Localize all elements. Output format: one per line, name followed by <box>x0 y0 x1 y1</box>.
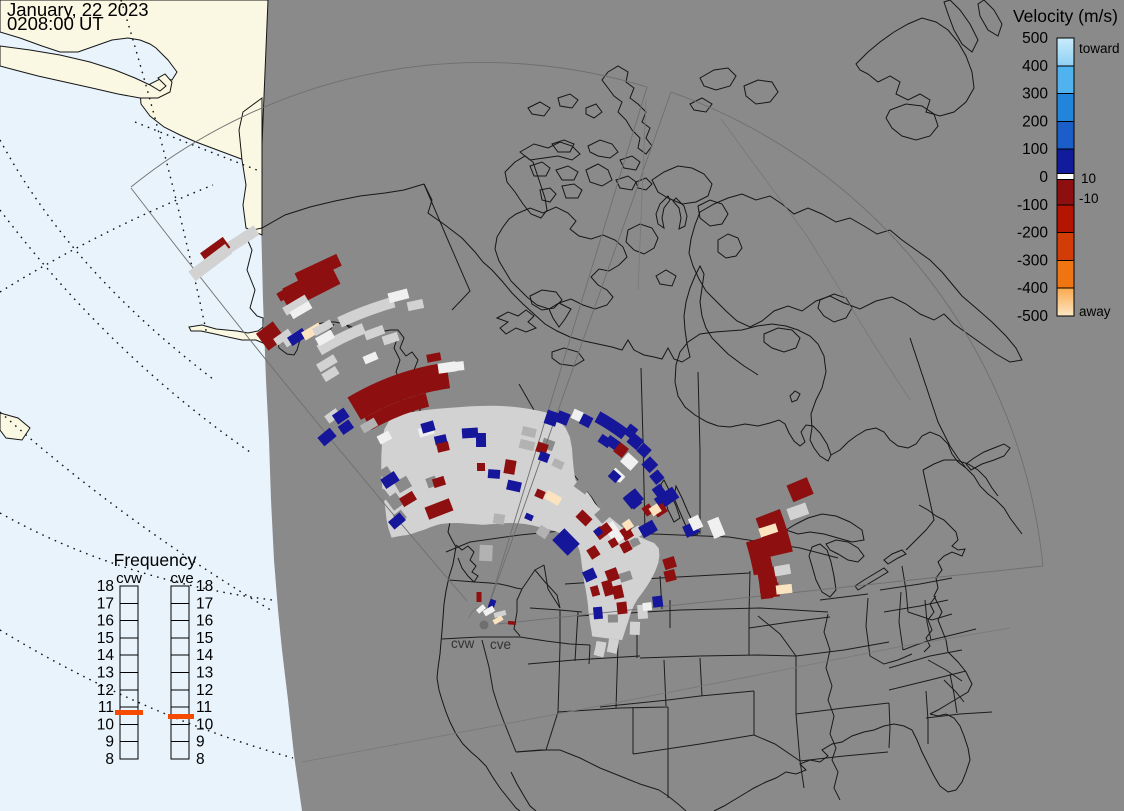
svg-text:-100: -100 <box>1017 197 1048 214</box>
svg-text:11: 11 <box>98 699 114 716</box>
svg-text:10: 10 <box>1081 171 1096 186</box>
svg-text:toward: toward <box>1079 41 1120 56</box>
svg-text:cvw: cvw <box>451 636 475 651</box>
svg-text:12: 12 <box>196 682 213 699</box>
svg-text:18: 18 <box>97 578 114 595</box>
svg-text:16: 16 <box>97 613 114 630</box>
svg-text:12: 12 <box>97 682 114 699</box>
svg-text:400: 400 <box>1022 58 1048 75</box>
svg-text:-200: -200 <box>1017 225 1048 242</box>
svg-text:January, 22 2023: January, 22 2023 <box>7 0 149 20</box>
svg-text:9: 9 <box>196 734 205 751</box>
svg-text:-400: -400 <box>1017 280 1048 297</box>
svg-text:0208:00 UT: 0208:00 UT <box>7 13 104 34</box>
svg-text:cvw: cvw <box>116 570 142 587</box>
svg-text:11: 11 <box>196 699 212 716</box>
svg-text:8: 8 <box>196 751 205 768</box>
svg-text:14: 14 <box>97 647 115 664</box>
svg-text:15: 15 <box>97 630 114 647</box>
svg-text:14: 14 <box>196 647 214 664</box>
svg-text:10: 10 <box>97 716 115 733</box>
svg-text:-300: -300 <box>1017 252 1048 269</box>
svg-text:18: 18 <box>196 578 213 595</box>
svg-text:100: 100 <box>1022 141 1048 158</box>
svg-text:300: 300 <box>1022 86 1048 103</box>
svg-text:cve: cve <box>490 637 511 652</box>
svg-text:Frequency: Frequency <box>114 550 197 570</box>
svg-text:17: 17 <box>97 595 114 612</box>
svg-text:-500: -500 <box>1017 308 1048 325</box>
svg-text:cve: cve <box>170 570 193 587</box>
svg-text:-10: -10 <box>1079 191 1099 206</box>
svg-text:0: 0 <box>1039 169 1048 186</box>
svg-text:9: 9 <box>105 734 114 751</box>
svg-text:200: 200 <box>1022 113 1048 130</box>
svg-text:13: 13 <box>196 665 213 682</box>
svg-text:13: 13 <box>97 665 114 682</box>
svg-text:16: 16 <box>196 613 213 630</box>
svg-text:500: 500 <box>1022 30 1048 47</box>
svg-text:17: 17 <box>196 595 213 612</box>
svg-text:Velocity (m/s): Velocity (m/s) <box>1013 6 1118 26</box>
svg-text:15: 15 <box>196 630 213 647</box>
svg-text:away: away <box>1079 304 1111 319</box>
svg-text:8: 8 <box>105 751 114 768</box>
svg-text:10: 10 <box>196 716 214 733</box>
